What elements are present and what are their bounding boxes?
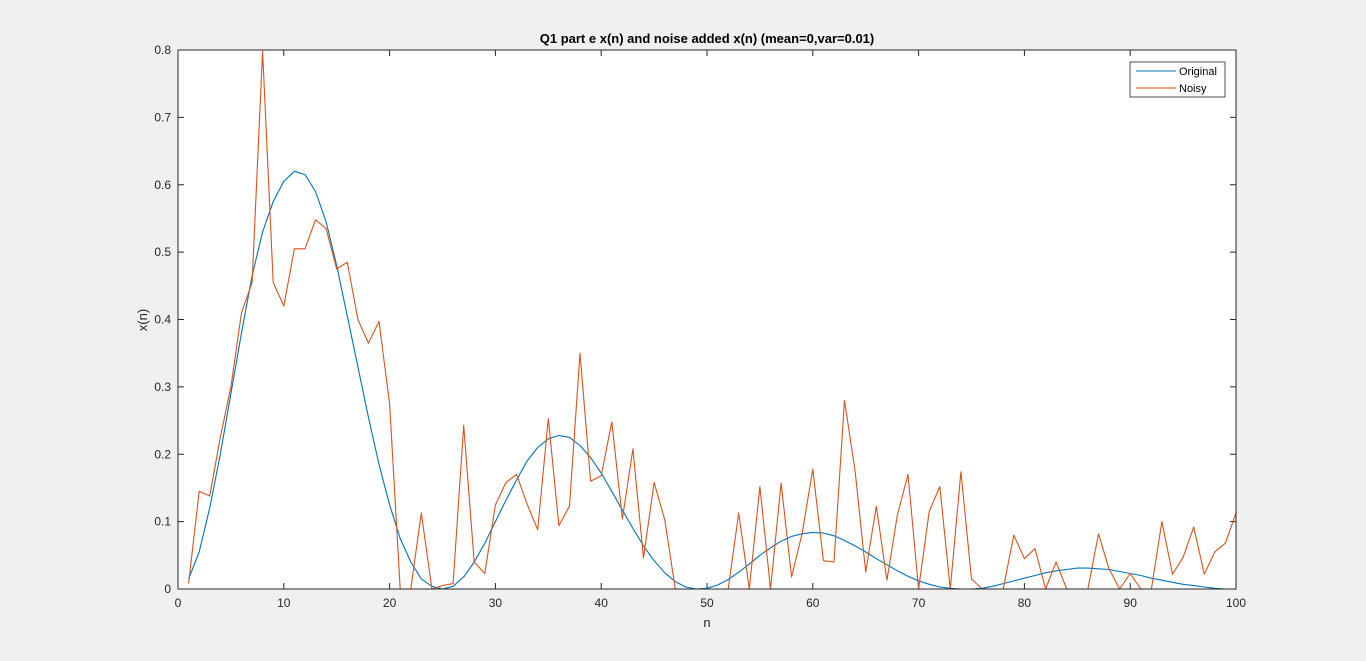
legend-label-original: Original — [1179, 66, 1217, 78]
x-tick-label: 0 — [175, 596, 182, 610]
x-tick-label: 60 — [806, 596, 820, 610]
x-tick-label: 10 — [277, 596, 291, 610]
y-tick-label: 0.5 — [154, 245, 171, 259]
y-tick-label: 0.6 — [154, 178, 171, 192]
y-tick-label: 0.1 — [154, 515, 171, 529]
legend-box — [1129, 61, 1226, 98]
y-tick-label: 0.8 — [154, 43, 171, 57]
x-tick-label: 70 — [912, 596, 926, 610]
y-tick-label: 0 — [164, 582, 171, 596]
axes-box — [177, 49, 1237, 590]
x-tick-label: 30 — [489, 596, 503, 610]
y-tick-label: 0.7 — [154, 110, 171, 124]
axes-ticks: 0 10 20 30 40 50 60 70 80 90 100 0 0.1 0.2 0.3 0.4 0.5 0.… — [154, 43, 1246, 610]
x-tick-label: 40 — [595, 596, 609, 610]
y-tick-label: 0.4 — [154, 313, 171, 327]
series-line-original — [188, 170, 1236, 590]
x-tick-label: 90 — [1124, 596, 1138, 610]
legend[interactable]: Original Noisy — [1129, 61, 1226, 98]
x-tick-label: 20 — [383, 596, 397, 610]
y-axis-label: x(n) — [135, 309, 150, 331]
x-tick-label: 80 — [1018, 596, 1032, 610]
plot-area — [178, 50, 1236, 589]
legend-label-noisy: Noisy — [1179, 83, 1207, 95]
x-axis-label: n — [703, 615, 710, 630]
y-tick-label: 0.2 — [154, 447, 171, 461]
chart-title: Q1 part e x(n) and noise added x(n) (mea… — [540, 31, 875, 46]
x-tick-label: 50 — [700, 596, 714, 610]
x-tick-label: 100 — [1226, 596, 1246, 610]
y-tick-label: 0.3 — [154, 380, 171, 394]
